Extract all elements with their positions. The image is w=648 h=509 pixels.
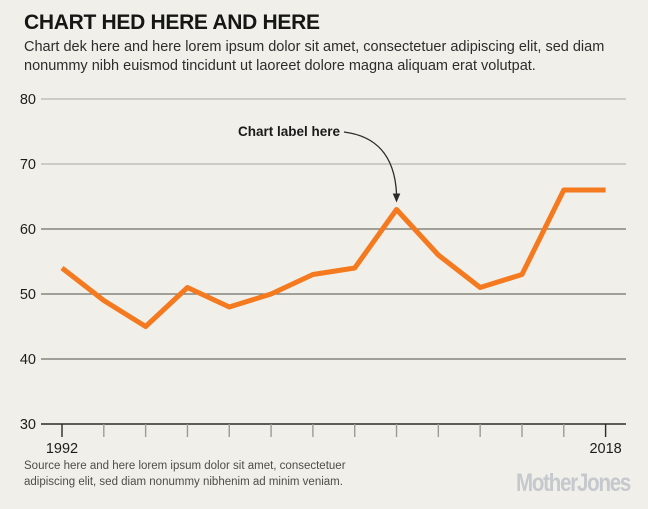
source-note: Source here and here lorem ipsum dolor s… (24, 460, 346, 488)
x-axis-label: 1992 (46, 441, 78, 457)
data-line (60, 187, 606, 329)
chart-title: CHART HED HERE AND HERE (24, 11, 320, 34)
y-axis-label: 50 (20, 287, 36, 303)
y-axis-label: 70 (20, 157, 36, 173)
motherjones-logo: MotherJones (515, 469, 631, 497)
y-axis-label: 30 (20, 417, 36, 433)
annotation-arrowhead (392, 193, 401, 203)
y-axis-label: 80 (20, 92, 36, 108)
y-axis-label: 60 (20, 222, 36, 238)
chart-dek: Chart dek here and here lorem ipsum dolo… (24, 39, 605, 74)
y-axis-label: 40 (20, 352, 36, 368)
chart-annotation-label: Chart label here (238, 124, 341, 139)
annotation-arrow (343, 131, 398, 194)
x-axis-label: 2018 (589, 441, 621, 457)
